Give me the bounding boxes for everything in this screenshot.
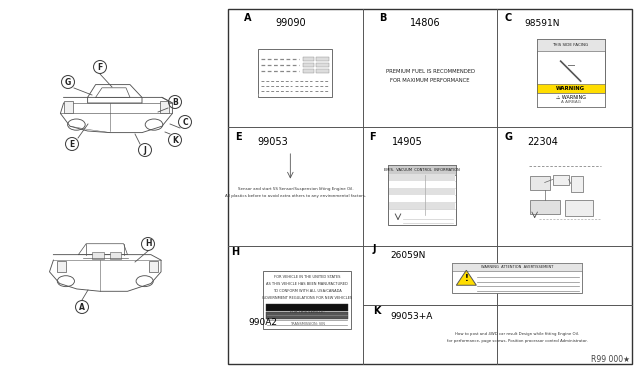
Text: A: A xyxy=(79,302,85,311)
Text: THIS SIDE FACING: THIS SIDE FACING xyxy=(552,43,589,47)
FancyBboxPatch shape xyxy=(449,323,586,352)
Bar xyxy=(263,271,351,329)
Text: K: K xyxy=(172,135,178,144)
Bar xyxy=(452,263,582,271)
FancyBboxPatch shape xyxy=(391,58,469,94)
Text: G: G xyxy=(504,132,512,142)
Text: B: B xyxy=(172,97,178,106)
Bar xyxy=(564,199,593,215)
Text: for performance, page screws, Position processor control Administrator.: for performance, page screws, Position p… xyxy=(447,339,588,343)
Bar xyxy=(553,174,569,185)
Text: A AIRBAG: A AIRBAG xyxy=(561,100,580,104)
FancyBboxPatch shape xyxy=(523,157,607,225)
Bar xyxy=(92,251,104,259)
Text: EMIS.  VACUUM  CONTROL  INFORMATION: EMIS. VACUUM CONTROL INFORMATION xyxy=(384,167,460,171)
Bar xyxy=(530,176,550,189)
Text: 99090: 99090 xyxy=(275,18,306,28)
Text: 98591N: 98591N xyxy=(524,19,560,28)
Bar xyxy=(316,69,330,73)
Bar xyxy=(316,63,330,67)
Bar xyxy=(109,251,121,259)
Text: 14806: 14806 xyxy=(410,18,440,28)
Text: B: B xyxy=(379,13,386,23)
Text: FOR THIS VEHICLE:: FOR THIS VEHICLE: xyxy=(290,310,324,314)
Bar xyxy=(148,261,158,272)
Text: 14905: 14905 xyxy=(392,137,423,147)
Text: AS THIS VEHICLE HAS BEEN MANUFACTURED: AS THIS VEHICLE HAS BEEN MANUFACTURED xyxy=(266,282,348,286)
Text: 22304: 22304 xyxy=(527,137,558,147)
Text: How to post and 4WD car result Design while fitting Engine Oil.: How to post and 4WD car result Design wh… xyxy=(455,332,579,336)
Text: TO CONFORM WITH ALL USA/CANADA: TO CONFORM WITH ALL USA/CANADA xyxy=(273,289,342,293)
Text: E: E xyxy=(69,140,75,148)
Bar xyxy=(259,94,332,96)
Bar xyxy=(389,202,455,208)
Text: H: H xyxy=(145,240,151,248)
Bar xyxy=(537,93,605,107)
Bar xyxy=(303,69,314,73)
Text: 26059N: 26059N xyxy=(390,251,426,260)
Text: All plastics before to avoid extra others to any environmental factors.: All plastics before to avoid extra other… xyxy=(225,194,366,198)
Bar xyxy=(303,63,314,67)
Text: J: J xyxy=(143,145,147,154)
Bar xyxy=(159,100,169,113)
Bar xyxy=(63,100,73,113)
Text: GOVERNMENT REGULATIONS FOR NEW VEHICLES: GOVERNMENT REGULATIONS FOR NEW VEHICLES xyxy=(262,296,353,300)
Bar xyxy=(389,187,455,195)
Text: A: A xyxy=(244,13,252,23)
Text: F: F xyxy=(369,132,376,142)
Text: TRANSMISSION: VIN: TRANSMISSION: VIN xyxy=(290,322,324,326)
Bar xyxy=(571,176,582,192)
Text: 99053+A: 99053+A xyxy=(390,312,433,321)
Text: C: C xyxy=(504,13,511,23)
Bar xyxy=(537,84,605,93)
Text: PREMIUM FUEL IS RECOMMENDED: PREMIUM FUEL IS RECOMMENDED xyxy=(385,69,474,74)
Text: FOR MAXIMUM PERFORMANCE: FOR MAXIMUM PERFORMANCE xyxy=(390,78,470,83)
Text: WARNING: WARNING xyxy=(556,86,585,91)
Bar xyxy=(316,57,330,61)
Bar xyxy=(389,173,455,180)
Text: K: K xyxy=(372,306,380,316)
Text: J: J xyxy=(372,244,376,254)
Bar xyxy=(303,57,314,61)
Bar xyxy=(388,164,456,224)
Bar xyxy=(389,195,455,202)
Bar xyxy=(537,39,605,107)
Bar xyxy=(259,49,332,97)
Bar xyxy=(228,9,632,364)
Bar xyxy=(388,164,456,174)
Text: E: E xyxy=(235,132,241,142)
Bar xyxy=(452,263,582,293)
Text: 990A2: 990A2 xyxy=(248,318,277,327)
Text: 99053: 99053 xyxy=(258,137,289,147)
Text: G: G xyxy=(65,77,71,87)
Text: H: H xyxy=(230,247,239,257)
Bar xyxy=(56,261,66,272)
FancyBboxPatch shape xyxy=(250,180,341,206)
Bar xyxy=(266,304,348,311)
Bar xyxy=(530,199,559,214)
Text: !: ! xyxy=(465,274,468,283)
Text: Sensor and start 5S Sensor/Suspension lifting Engine Oil.: Sensor and start 5S Sensor/Suspension li… xyxy=(237,187,353,191)
Polygon shape xyxy=(456,270,476,285)
Bar xyxy=(266,312,348,319)
Text: F: F xyxy=(97,62,102,71)
Bar xyxy=(389,180,455,187)
Text: FOR VEHICLE IN THE UNITED STATES: FOR VEHICLE IN THE UNITED STATES xyxy=(274,275,340,279)
Bar xyxy=(537,39,605,51)
Text: WARNING  ATTENTION  AVERTISSEMENT: WARNING ATTENTION AVERTISSEMENT xyxy=(481,265,554,269)
Text: C: C xyxy=(182,118,188,126)
Text: R99 000★: R99 000★ xyxy=(591,355,630,364)
Text: ⚠ WARNING: ⚠ WARNING xyxy=(556,94,586,100)
